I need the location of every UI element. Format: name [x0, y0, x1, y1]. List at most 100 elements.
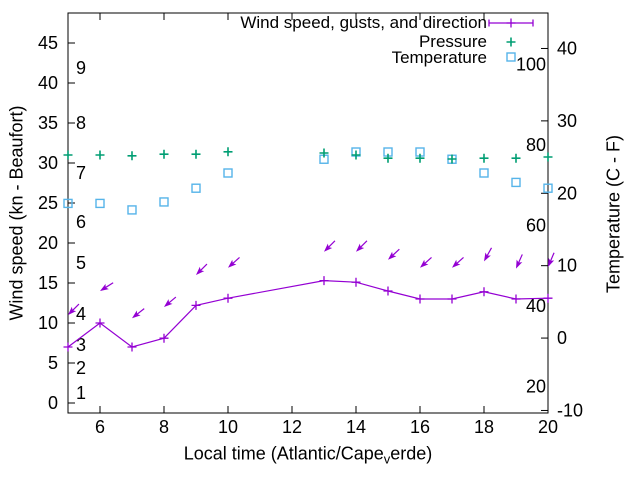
wind-point	[543, 293, 553, 303]
gust-arrow	[516, 254, 523, 269]
pressure-point	[543, 152, 553, 162]
gust-arrow-head	[132, 310, 141, 319]
wind-point	[511, 294, 521, 304]
gust-arrow	[420, 256, 432, 268]
temperature-point	[543, 183, 553, 193]
pressure-point	[95, 150, 105, 160]
temperature-point	[159, 197, 169, 207]
legend-item-wind: Wind speed, gusts, and direction	[240, 14, 487, 32]
beaufort-scale-label: 3	[76, 335, 86, 355]
y-left-tick-label: 5	[48, 353, 58, 373]
x-tick-label: 6	[95, 417, 105, 437]
gust-arrow-head	[196, 266, 205, 275]
legend-item-pressure: Pressure	[419, 33, 487, 51]
beaufort-scale-label: 6	[76, 212, 86, 232]
x-tick-label: 10	[218, 417, 238, 437]
y-left-tick-label: 0	[48, 393, 58, 413]
y-left-tick-label: 40	[38, 73, 58, 93]
beaufort-scale-label: 7	[76, 163, 86, 183]
beaufort-scale-label: 9	[76, 58, 86, 78]
gust-arrow-head	[100, 283, 109, 291]
gust-arrow	[548, 252, 555, 267]
wind-line	[67, 279, 549, 348]
right-axis-title-text: Temperature (C - F)	[603, 134, 624, 294]
wind-point	[351, 277, 361, 287]
temperature-point	[127, 205, 137, 215]
gust-arrow	[228, 256, 240, 268]
gust-arrow-head	[452, 259, 461, 268]
gust-arrow	[132, 308, 145, 319]
y-right-tick-label: 20	[557, 183, 577, 203]
gust-arrow-shaft	[360, 240, 368, 248]
gust-arrow-head	[356, 243, 365, 252]
legend-key-wind-marker	[488, 18, 534, 28]
gust-arrow	[324, 240, 336, 252]
pressure-point	[63, 150, 73, 160]
pressure-point	[479, 153, 489, 163]
y-right-tick-label: 10	[557, 256, 577, 276]
wind-point	[415, 294, 425, 304]
x-tick-label: 18	[474, 417, 494, 437]
x-tick-label: 14	[346, 417, 366, 437]
gust-arrow-shaft	[72, 303, 80, 311]
gust-arrow-shaft	[518, 254, 523, 263]
gust-arrow-shaft	[424, 256, 432, 264]
legend-item-temperature: Temperature	[392, 49, 487, 67]
wind-point	[447, 294, 457, 304]
gust-arrow-shaft	[456, 256, 464, 264]
gust-arrow-head	[516, 259, 523, 269]
temperature-point	[511, 177, 521, 188]
gust-arrow	[388, 248, 400, 260]
gust-arrow	[164, 296, 177, 307]
y-left-tick-label: 20	[38, 233, 58, 253]
gust-arrow-head	[420, 259, 429, 268]
y-left-tick-label: 10	[38, 313, 58, 333]
gust-arrow	[484, 247, 493, 262]
legend-key-pressure	[506, 37, 516, 47]
y-left-tick-label: 30	[38, 153, 58, 173]
pressure-point	[319, 148, 329, 158]
gust-arrow-head	[324, 243, 333, 252]
wind-point	[191, 300, 201, 310]
y-right-tick-label: 30	[557, 111, 577, 131]
pressure-point	[511, 153, 521, 163]
fahrenheit-scale-label: 60	[526, 215, 546, 235]
x-axis-title-subscript: v	[383, 451, 391, 467]
gust-arrow-shaft	[200, 263, 208, 271]
gust-arrow	[356, 240, 368, 252]
pressure-point	[383, 153, 393, 163]
gust-arrow	[68, 303, 80, 315]
y-left-tick-label: 15	[38, 273, 58, 293]
pressure-point	[351, 150, 361, 160]
x-axis-title-post: erde)	[390, 443, 433, 464]
x-tick-label: 8	[159, 417, 169, 437]
gust-arrow-head	[68, 306, 77, 315]
gust-arrow-head	[548, 257, 555, 267]
fahrenheit-scale-label: 80	[526, 135, 546, 155]
y-right-tick-label: 40	[557, 38, 577, 58]
temperature-point	[223, 168, 233, 178]
gust-arrow-shaft	[105, 282, 114, 289]
temperature-point	[479, 168, 489, 178]
x-axis-title-pre: Local time (Atlantic/Cape	[183, 443, 384, 464]
legend-label-wind: Wind speed, gusts, and direction	[240, 13, 487, 32]
legend-key-temperature	[506, 52, 516, 62]
gust-arrow-shaft	[486, 247, 493, 257]
legend-label-pressure: Pressure	[418, 32, 487, 51]
y-right-tick-label: 0	[557, 328, 567, 348]
x-tick-label: 16	[410, 417, 430, 437]
x-axis-title: Local time (Atlantic/Capeverde)	[184, 444, 433, 467]
left-axis-title-text: Wind speed (kn - Beaufort)	[6, 105, 27, 321]
pressure-point	[415, 153, 425, 163]
beaufort-scale-label: 2	[76, 358, 86, 378]
beaufort-scale-label: 4	[76, 304, 86, 324]
legend-keys	[488, 18, 534, 62]
legend-label-temperature: Temperature	[391, 48, 487, 67]
gust-arrow-shaft	[392, 248, 400, 256]
gust-arrow	[196, 263, 208, 275]
temperature-point	[63, 198, 73, 209]
fahrenheit-scale-label: 40	[526, 296, 546, 316]
wind-point	[383, 286, 393, 296]
